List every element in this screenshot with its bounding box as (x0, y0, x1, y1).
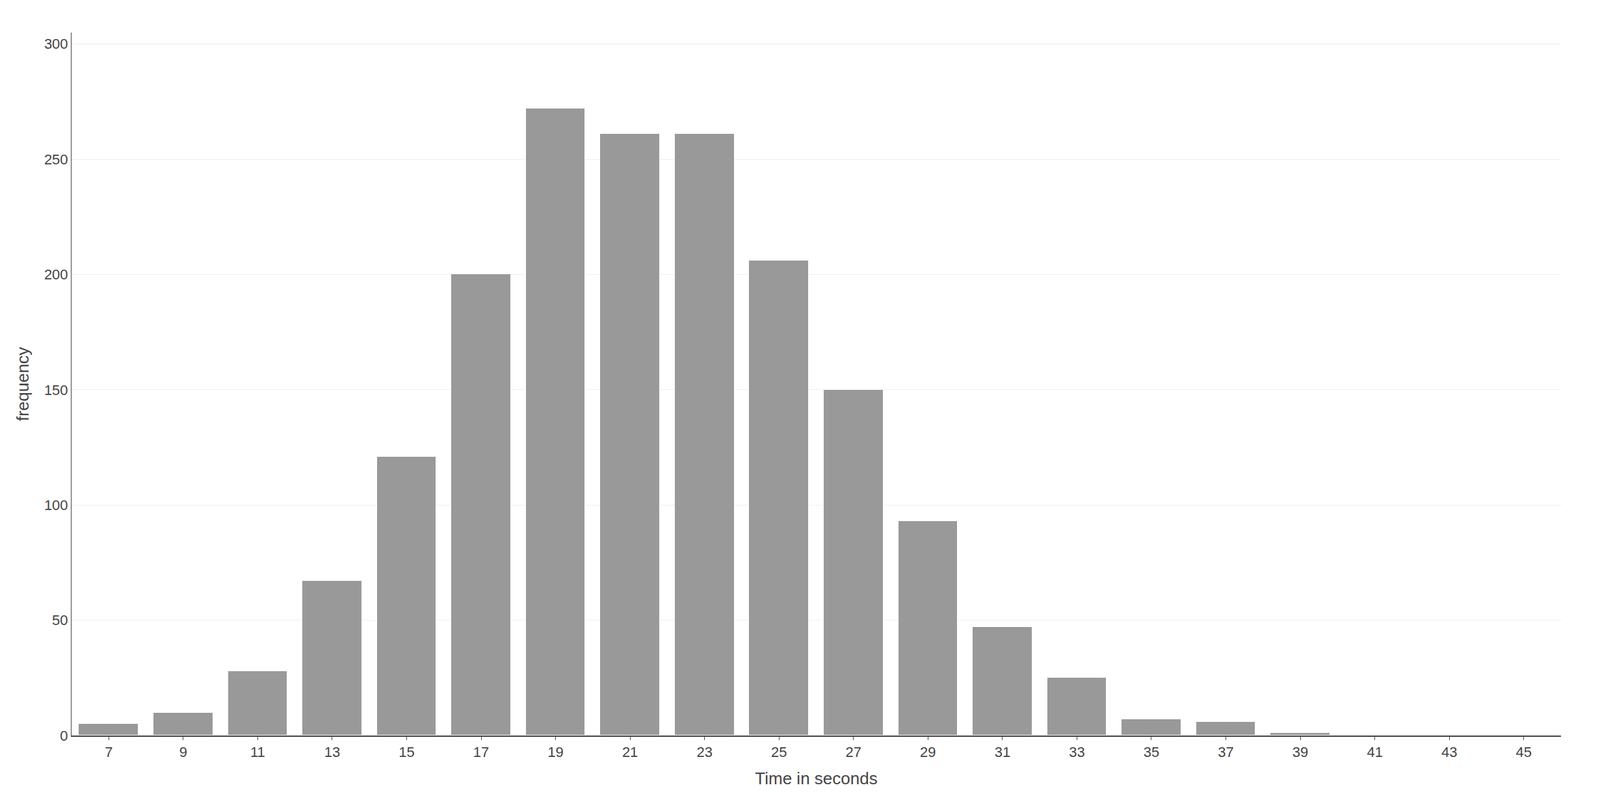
svg-text:33: 33 (1068, 744, 1085, 761)
svg-text:23: 23 (696, 744, 712, 761)
svg-text:37: 37 (1217, 744, 1234, 761)
svg-text:9: 9 (179, 744, 188, 761)
svg-text:0: 0 (59, 728, 68, 745)
svg-text:Time in seconds: Time in seconds (754, 769, 878, 789)
svg-text:200: 200 (44, 266, 69, 283)
svg-text:27: 27 (845, 744, 862, 761)
svg-text:45: 45 (1515, 744, 1532, 761)
svg-text:41: 41 (1366, 744, 1383, 761)
svg-text:39: 39 (1292, 744, 1309, 761)
svg-text:150: 150 (44, 382, 69, 399)
svg-text:21: 21 (622, 744, 638, 761)
svg-text:29: 29 (919, 744, 936, 761)
svg-text:19: 19 (547, 744, 564, 761)
svg-text:15: 15 (398, 744, 415, 761)
svg-text:25: 25 (771, 744, 787, 761)
svg-text:35: 35 (1143, 744, 1160, 761)
svg-text:13: 13 (324, 744, 341, 761)
svg-text:100: 100 (44, 497, 69, 514)
svg-text:frequency: frequency (13, 347, 33, 422)
svg-text:11: 11 (250, 744, 266, 761)
svg-text:250: 250 (44, 151, 69, 168)
svg-text:43: 43 (1441, 744, 1457, 761)
svg-text:300: 300 (44, 35, 69, 53)
svg-text:17: 17 (473, 744, 489, 761)
svg-text:7: 7 (104, 744, 113, 761)
svg-text:31: 31 (994, 744, 1011, 761)
svg-text:50: 50 (52, 612, 68, 629)
